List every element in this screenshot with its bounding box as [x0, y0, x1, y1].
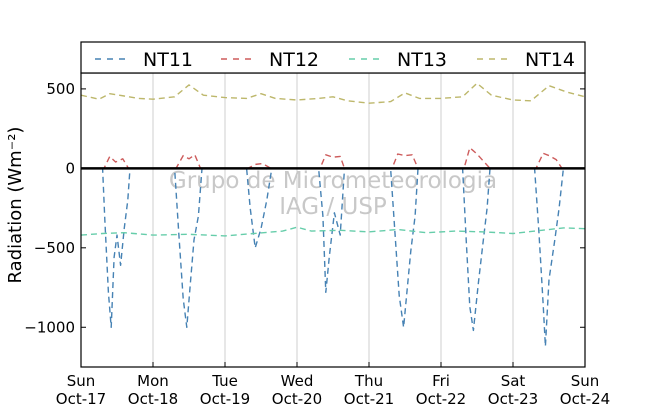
legend: NT11 NT12 NT13 NT14	[80, 41, 586, 74]
series-line-nt14	[80, 82, 586, 104]
legend-label-nt11: NT11	[143, 49, 193, 71]
x-tick-label-date: Oct-21	[344, 390, 394, 408]
y-tick-label: 500	[46, 80, 75, 98]
y-axis-label: Radiation (Wm⁻²)	[5, 127, 26, 284]
watermark-line-1: Grupo de Micrometeorologia	[169, 168, 497, 194]
y-tick-label: −1000	[24, 318, 75, 336]
x-axis: SunOct-17MonOct-18TueOct-19WedOct-20ThuO…	[56, 362, 610, 408]
x-tick-label-day: Sun	[67, 372, 96, 390]
x-tick-label-day: Thu	[354, 372, 383, 390]
legend-label-nt13: NT13	[397, 49, 447, 71]
grid-lines	[152, 73, 514, 367]
legend-label-nt12: NT12	[269, 49, 319, 71]
x-tick-label-date: Oct-23	[488, 390, 538, 408]
legend-label-nt14: NT14	[525, 49, 575, 71]
y-axis: −1000 −500 0 500	[24, 80, 585, 336]
x-tick-label-day: Sun	[571, 372, 600, 390]
x-tick-label-date: Oct-22	[416, 390, 466, 408]
x-tick-label-date: Oct-17	[56, 390, 106, 408]
series-line-nt11	[81, 167, 585, 347]
y-tick-label: −500	[34, 239, 75, 257]
y-tick-label: 0	[65, 159, 75, 177]
x-tick-label-day: Tue	[211, 372, 238, 390]
watermark: Grupo de Micrometeorologia IAG / USP	[169, 168, 497, 220]
x-tick-label-day: Sat	[501, 372, 526, 390]
x-tick-label-day: Wed	[281, 372, 314, 390]
x-tick-label-day: Mon	[137, 372, 169, 390]
x-tick-label-date: Oct-18	[128, 390, 178, 408]
watermark-line-2: IAG / USP	[279, 194, 387, 220]
legend-frame	[80, 41, 586, 74]
x-tick-label-date: Oct-24	[560, 390, 610, 408]
x-tick-label-date: Oct-19	[200, 390, 250, 408]
series-line-nt12	[81, 147, 585, 170]
x-tick-label-date: Oct-20	[272, 390, 322, 408]
x-tick-label-day: Fri	[432, 372, 450, 390]
